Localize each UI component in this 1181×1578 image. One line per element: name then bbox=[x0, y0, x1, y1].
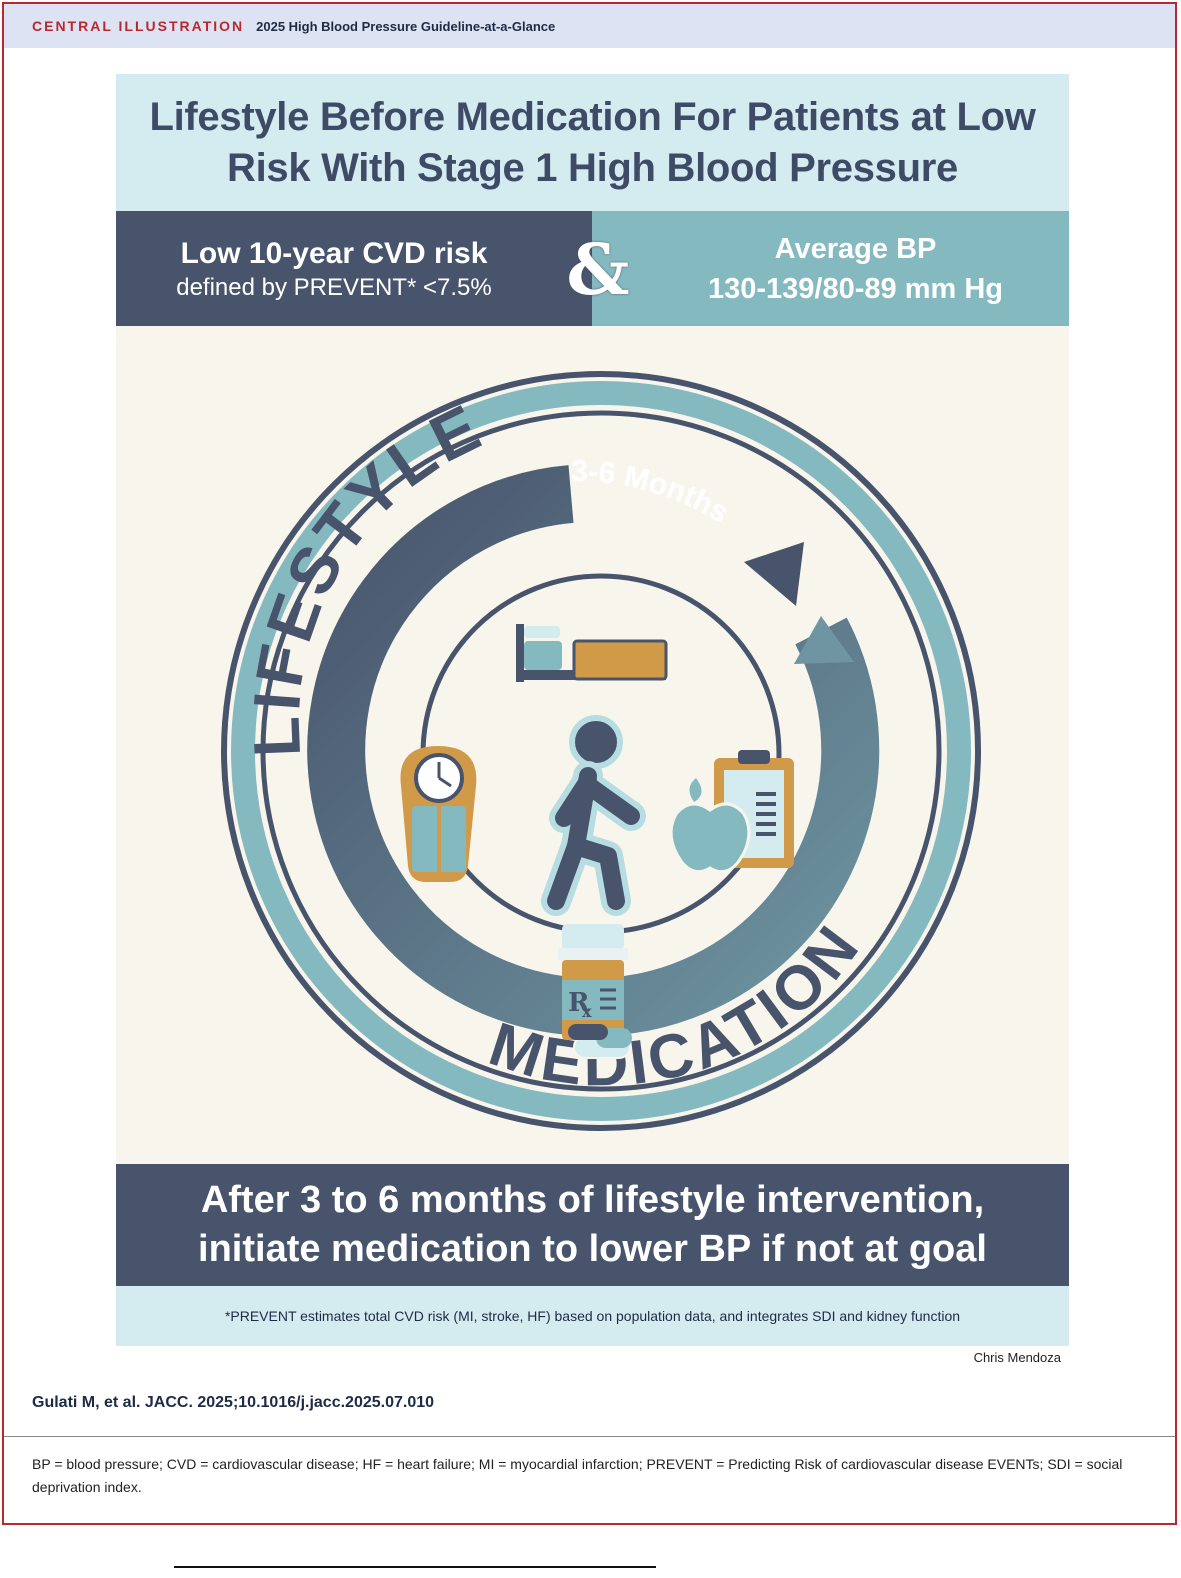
risk-criterion-sub: defined by PREVENT* <7.5% bbox=[176, 273, 492, 301]
title-band: Lifestyle Before Medication For Patients… bbox=[116, 74, 1069, 211]
bp-criterion-main: Average BP bbox=[774, 232, 937, 265]
lifestyle-medication-cycle: LIFESTYLE MEDICATION 3-6 Months bbox=[221, 371, 981, 1131]
illustration-frame: CENTRAL ILLUSTRATION 2025 High Blood Pre… bbox=[2, 2, 1177, 1525]
page-rule bbox=[174, 1566, 656, 1568]
scale-icon bbox=[400, 746, 477, 882]
citation: Gulati M, et al. JACC. 2025;10.1016/j.ja… bbox=[32, 1394, 435, 1411]
abbreviations-text: BP = blood pressure; CVD = cardiovascula… bbox=[32, 1456, 1123, 1495]
footnote-text: *PREVENT estimates total CVD risk (MI, s… bbox=[224, 1308, 961, 1324]
inner-ring-line bbox=[260, 410, 942, 1092]
bp-criterion-value: 130-139/80-89 mm Hg bbox=[708, 272, 1003, 305]
duration-label: 3-6 Months bbox=[571, 455, 735, 530]
risk-criterion-main: Low 10-year CVD risk bbox=[180, 236, 488, 270]
divider bbox=[4, 1436, 1175, 1437]
middle-ring bbox=[231, 381, 971, 1121]
rx-letter: R bbox=[568, 988, 590, 1018]
conclusion-line-2: initiate medication to lower BP if not a… bbox=[198, 1228, 987, 1270]
title-line-1: Lifestyle Before Medication For Patients… bbox=[149, 94, 1036, 139]
bed-icon bbox=[516, 624, 668, 682]
footnote-band: *PREVENT estimates total CVD risk (MI, s… bbox=[116, 1286, 1069, 1346]
ampersand-connector: & bbox=[566, 228, 630, 311]
walking-person-icon bbox=[541, 715, 646, 916]
artist-credit: Chris Mendoza bbox=[973, 1350, 1061, 1365]
pill-bottle-icon: R x bbox=[558, 924, 632, 1059]
conclusion-band: After 3 to 6 months of lifestyle interve… bbox=[116, 1164, 1069, 1286]
apple-icon bbox=[669, 778, 751, 874]
bp-criterion: Average BP 130-139/80-89 mm Hg bbox=[592, 211, 1069, 326]
medication-arrowhead bbox=[794, 616, 854, 664]
risk-criterion: Low 10-year CVD risk defined by PREVENT*… bbox=[116, 211, 592, 326]
title-line-2: Risk With Stage 1 High Blood Pressure bbox=[227, 145, 958, 190]
rx-subscript: x bbox=[582, 1002, 592, 1021]
infographic-panel: Lifestyle Before Medication For Patients… bbox=[116, 74, 1069, 1346]
central-illustration-label: CENTRAL ILLUSTRATION bbox=[32, 18, 245, 34]
progress-arc bbox=[307, 465, 880, 1037]
arc-arrowhead bbox=[744, 542, 804, 606]
header-subtitle: 2025 High Blood Pressure Guideline-at-a-… bbox=[256, 18, 556, 34]
conclusion-line-1: After 3 to 6 months of lifestyle interve… bbox=[200, 1179, 985, 1221]
outer-ring bbox=[221, 371, 981, 1131]
header-bar: CENTRAL ILLUSTRATION 2025 High Blood Pre… bbox=[4, 4, 1175, 48]
